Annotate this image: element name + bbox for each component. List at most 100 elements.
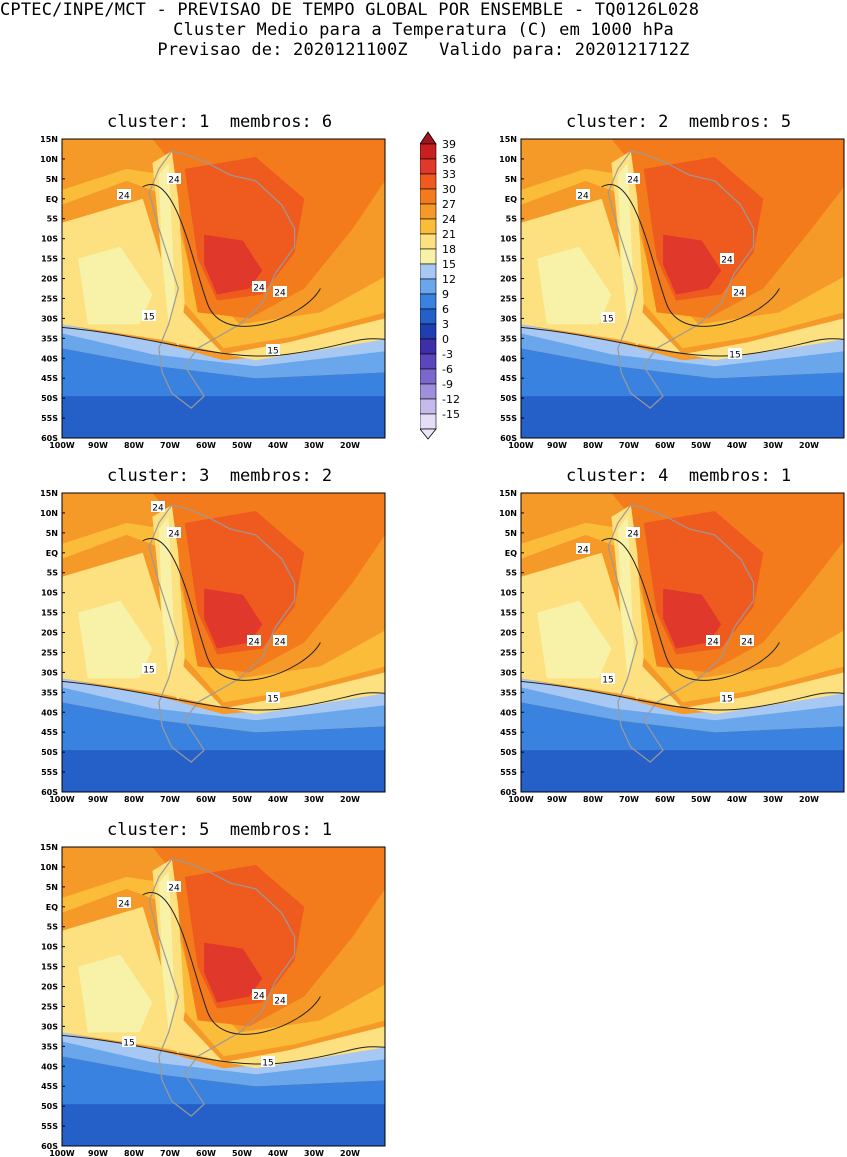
temperature-band (521, 684, 844, 733)
colorbar-label: 12 (442, 273, 456, 286)
contour-label-box (117, 897, 131, 908)
colorbar-label: 9 (442, 288, 449, 301)
colorbar-label: 30 (442, 183, 456, 196)
lat-label: 50S (41, 748, 58, 757)
lon-label: 30W (304, 795, 324, 804)
lat-label: EQ (505, 549, 517, 558)
temperature-band (62, 702, 385, 751)
temperature-band (204, 588, 263, 649)
colorbar-label: -9 (442, 378, 453, 391)
lat-label: 25S (500, 294, 517, 303)
lat-label: 5N (46, 175, 58, 184)
lat-label: 30S (41, 314, 58, 323)
temperature-band (617, 516, 635, 679)
contour-label-box (252, 989, 266, 1000)
colorbar-label: 6 (442, 303, 449, 316)
contour-label: 15 (142, 310, 156, 323)
lat-label: 10N (499, 155, 517, 164)
contour-label: 24 (273, 286, 287, 299)
lat-label: 35S (41, 688, 58, 697)
temperature-band (663, 588, 722, 649)
lon-label: 30W (763, 795, 783, 804)
lon-label: 70W (619, 795, 639, 804)
contour-label-box (732, 286, 746, 297)
contour-label-text: 15 (267, 347, 278, 357)
temperature-band (62, 1038, 385, 1087)
temperature-band (78, 600, 153, 679)
lat-label: 60S (41, 1142, 58, 1151)
contour-label: 24 (247, 635, 261, 648)
lat-label: 10N (499, 509, 517, 518)
contour-label-text: 24 (168, 884, 180, 894)
contour-label-box (167, 881, 181, 892)
lat-label: 60S (41, 788, 58, 797)
colorbar-top-arrow (420, 131, 437, 145)
lon-label: 50W (232, 1149, 252, 1157)
colorbar-segment (420, 143, 437, 160)
lon-label: 90W (88, 1149, 108, 1157)
contour-label-box (601, 312, 615, 323)
temperature-band (521, 702, 844, 751)
map-frame (61, 846, 386, 1147)
lat-label: 5S (47, 215, 59, 224)
temperature-band (537, 246, 612, 325)
lat-label: 10S (41, 943, 58, 952)
contour-label-text: 15 (602, 676, 613, 686)
lat-label: 50S (41, 394, 58, 403)
lat-label: EQ (46, 195, 58, 204)
temperature-band (521, 348, 844, 397)
lat-label: 10S (41, 589, 58, 598)
colorbar-label: 0 (442, 333, 449, 346)
lat-label: 5N (505, 175, 517, 184)
contour-label: 15 (266, 344, 280, 357)
lon-label: 70W (160, 441, 180, 450)
contour-label-box (576, 543, 590, 554)
lon-label: 60W (655, 441, 675, 450)
map-panel: 24 24 24 24 15 15 15N 10N 5N EQ 5S 10S 15S 20S 25S 30S 3… (40, 135, 386, 450)
colorbar-segment (420, 173, 437, 190)
temperature-band (62, 684, 385, 733)
contour-label-text: 24 (741, 638, 753, 648)
contour-label-text: 24 (118, 192, 130, 202)
lat-label: 60S (500, 434, 517, 443)
contour-label: 24 (732, 286, 746, 299)
lon-label: 80W (124, 795, 144, 804)
lat-label: 60S (41, 434, 58, 443)
contour-label-text: 15 (262, 1059, 273, 1069)
colorbar-label: 33 (442, 168, 456, 181)
colorbar-segment (420, 203, 437, 220)
lon-label: 20W (340, 795, 360, 804)
lat-label: 50S (500, 748, 517, 757)
colorbar-label: -3 (442, 348, 453, 361)
contour-label: 15 (122, 1036, 136, 1049)
contour-label-box (151, 501, 165, 512)
lat-label: 30S (500, 314, 517, 323)
contour-label-box (252, 281, 266, 292)
lat-label: 10S (41, 235, 58, 244)
contour-15 (61, 326, 386, 357)
lat-label: 5S (506, 569, 518, 578)
contour-24 (142, 538, 321, 681)
lon-label: 90W (88, 441, 108, 450)
lon-label: 100W (508, 795, 534, 804)
lon-label: 100W (508, 441, 534, 450)
colorbar-segment (420, 263, 437, 280)
contour-label-text: 24 (168, 176, 180, 186)
contour-label-box (167, 527, 181, 538)
contour-label: 24 (626, 527, 640, 540)
contour-label-box (266, 344, 280, 355)
lat-label: 25S (500, 648, 517, 657)
contour-label: 15 (601, 312, 615, 325)
contour-label: 24 (576, 189, 590, 202)
lat-label: 20S (41, 983, 58, 992)
map-frame (61, 492, 386, 793)
contour-label: 15 (720, 692, 734, 705)
lat-label: 5N (505, 529, 517, 538)
contour-label-text: 15 (123, 1039, 134, 1049)
lat-label: 15S (41, 963, 58, 972)
panel-title: cluster: 3 membros: 2 (107, 466, 333, 486)
colorbar-segment (420, 413, 437, 430)
contour-label-box (117, 189, 131, 200)
lon-label: 90W (88, 795, 108, 804)
contour-label-box (266, 692, 280, 703)
